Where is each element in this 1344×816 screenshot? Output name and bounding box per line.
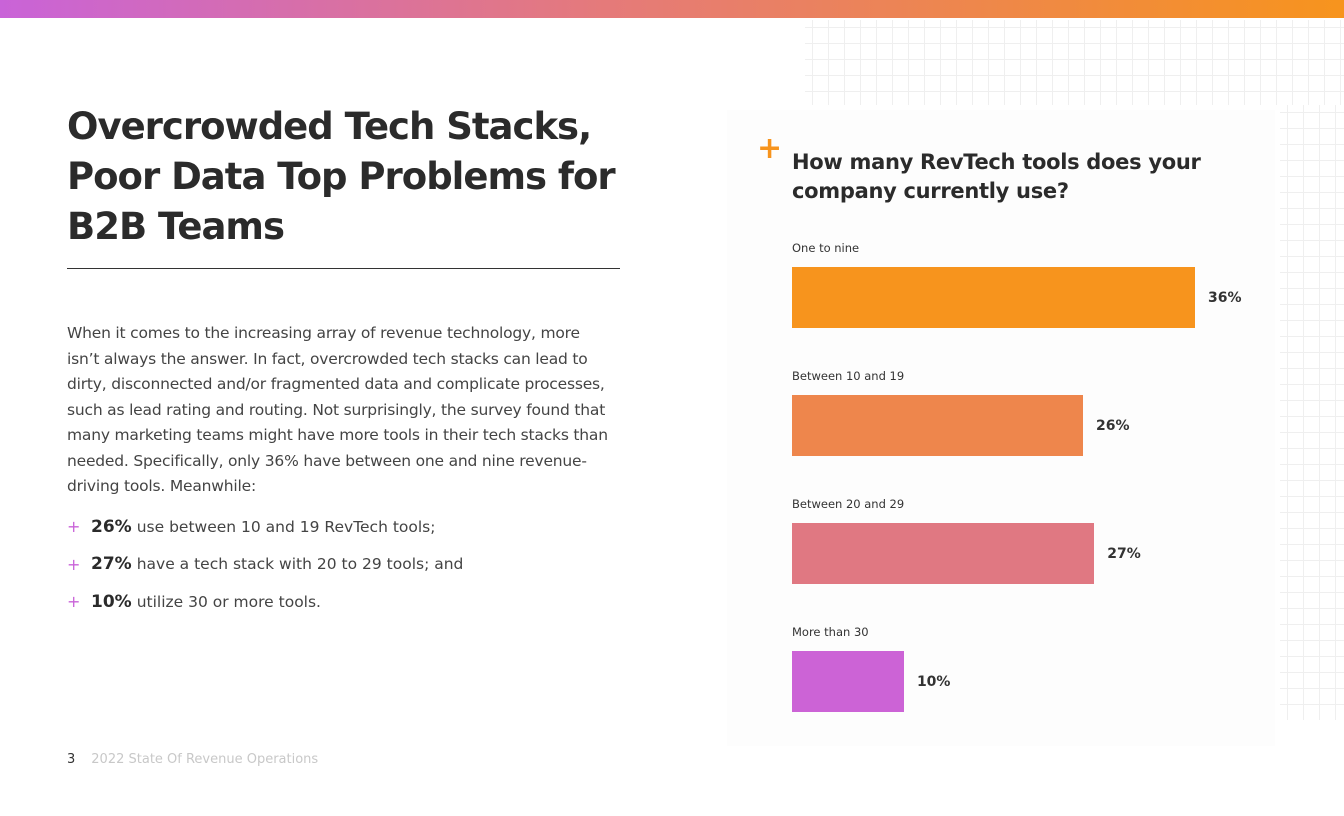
- category-label: Between 10 and 19: [792, 369, 905, 383]
- list-item: +27% have a tech stack with 20 to 29 tool…: [67, 546, 627, 584]
- bar: [792, 395, 1084, 456]
- page-number: 3: [67, 752, 76, 767]
- bullet-stat: 27%: [91, 554, 132, 575]
- chart-title: How many RevTech tools does your company…: [792, 150, 1201, 203]
- bullet-list: +26% use between 10 and 19 RevTech tools;…: [67, 508, 627, 621]
- decorative-plus-pattern: [1280, 105, 1344, 720]
- divider: [67, 268, 620, 269]
- page-title: Overcrowded Tech Stacks, Poor Data Top P…: [67, 105, 616, 248]
- category-label: One to nine: [792, 241, 860, 255]
- footer-title: 2022 State Of Revenue Operations: [91, 752, 319, 767]
- decorative-plus-pattern: [805, 20, 1344, 105]
- bar: [792, 267, 1195, 328]
- data-label: 10%: [916, 674, 951, 690]
- body-paragraph: When it comes to the increasing array of…: [67, 324, 608, 495]
- list-item: +10% utilize 30 or more tools.: [67, 583, 627, 621]
- data-label: 27%: [1107, 546, 1141, 562]
- plus-icon: +: [67, 554, 81, 574]
- plus-icon: +: [67, 592, 81, 612]
- bullet-text: utilize 30 or more tools.: [136, 592, 321, 611]
- bar: [792, 523, 1095, 584]
- data-label: 26%: [1096, 418, 1130, 434]
- bullet-text: have a tech stack with 20 to 29 tools; a…: [136, 555, 464, 574]
- category-label: Between 20 and 29: [792, 497, 905, 511]
- bar: [792, 651, 904, 712]
- bullet-stat: 26%: [91, 516, 132, 537]
- list-item: +26% use between 10 and 19 RevTech tools;: [67, 508, 627, 546]
- top-gradient-bar: [0, 0, 1344, 18]
- bullet-text: use between 10 and 19 RevTech tools;: [136, 517, 436, 536]
- bullet-stat: 10%: [91, 591, 132, 612]
- plus-icon: +: [757, 131, 783, 166]
- data-label: 36%: [1208, 290, 1242, 306]
- plus-icon: +: [67, 517, 81, 537]
- category-label: More than 30: [792, 625, 869, 639]
- footer: 3 2022 State Of Revenue Operations: [67, 752, 318, 767]
